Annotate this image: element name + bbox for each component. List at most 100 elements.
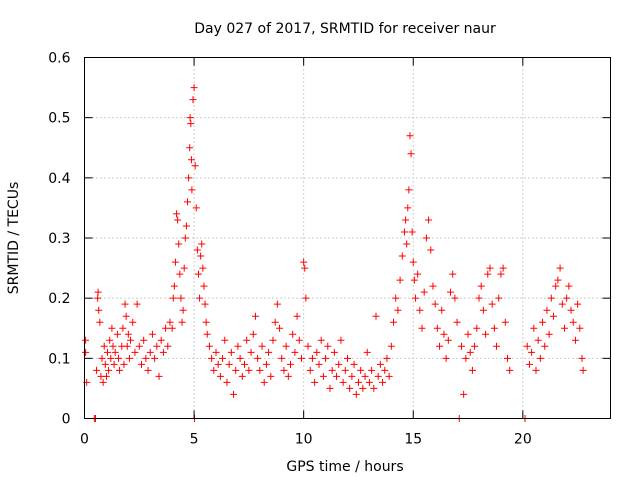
x-tick-label: 5 [190, 432, 199, 448]
data-point [219, 354, 227, 362]
data-point [479, 306, 487, 314]
data-point [438, 306, 446, 314]
data-point [348, 372, 356, 380]
data-point [122, 312, 130, 320]
data-point [116, 366, 124, 374]
data-point [110, 360, 118, 368]
data-point [162, 324, 170, 332]
data-point [301, 264, 309, 272]
data-point [313, 348, 321, 356]
data-point [200, 282, 208, 290]
data-point [315, 360, 323, 368]
data-point [453, 318, 461, 326]
data-point [534, 336, 542, 344]
data-point [304, 342, 312, 350]
data-point [404, 204, 412, 212]
data-point [363, 348, 371, 356]
data-point [550, 312, 558, 320]
data-point [82, 348, 90, 356]
data-point [142, 354, 150, 362]
data-point [234, 342, 242, 350]
data-point [227, 348, 235, 356]
data-point [451, 294, 459, 302]
data-point [306, 366, 314, 374]
data-point [406, 132, 414, 140]
data-point [93, 366, 101, 374]
data-point [236, 354, 244, 362]
data-point [166, 318, 174, 326]
data-point [436, 342, 444, 350]
data-point [464, 330, 472, 338]
data-point [576, 324, 584, 332]
data-point [433, 324, 441, 332]
data-point [410, 276, 418, 284]
data-point [473, 324, 481, 332]
data-point [370, 384, 378, 392]
data-point [440, 330, 448, 338]
data-point [159, 348, 167, 356]
data-point [108, 324, 116, 332]
data-point [468, 366, 476, 374]
data-point [190, 84, 198, 92]
data-point [567, 306, 575, 314]
x-tick-labels: 0 5 10 15 20 [80, 432, 532, 448]
data-point [482, 330, 490, 338]
data-point [144, 366, 152, 374]
data-point [579, 366, 587, 374]
data-point [251, 312, 259, 320]
data-point [94, 294, 102, 302]
data-point [125, 354, 133, 362]
data-point [429, 282, 437, 290]
data-point [106, 336, 114, 344]
data-point [221, 336, 229, 344]
data-point [262, 360, 270, 368]
data-point [186, 114, 194, 122]
data-point [337, 336, 345, 344]
data-point [185, 174, 193, 182]
data-point [284, 372, 292, 380]
data-point [280, 366, 288, 374]
data-point [326, 384, 334, 392]
data-point [170, 282, 178, 290]
data-point [427, 246, 435, 254]
data-point [392, 294, 400, 302]
data-point [187, 156, 195, 164]
data-point [168, 324, 176, 332]
data-point [431, 300, 439, 308]
data-point [254, 354, 262, 362]
data-point [133, 300, 141, 308]
data-point [501, 318, 509, 326]
data-point [131, 348, 139, 356]
data-point [129, 318, 137, 326]
data-point [230, 390, 238, 398]
data-point [124, 330, 132, 338]
data-point [153, 342, 161, 350]
data-point [225, 360, 233, 368]
y-tick-label: 0.4 [48, 171, 70, 187]
y-tick-labels: 0 0.1 0.2 0.3 0.4 0.5 0.6 [48, 51, 70, 428]
y-tick-label: 0.2 [48, 291, 70, 307]
data-point [82, 336, 90, 344]
data-point [265, 348, 273, 356]
data-point [495, 294, 503, 302]
data-point [173, 210, 181, 218]
data-point [245, 366, 253, 374]
data-point [267, 372, 275, 380]
data-point [289, 330, 297, 338]
data-point [408, 228, 416, 236]
data-point [120, 360, 128, 368]
data-point [146, 348, 154, 356]
data-point [258, 342, 266, 350]
y-tick-label: 0 [62, 412, 71, 428]
data-point [102, 372, 110, 380]
data-point [148, 330, 156, 338]
data-point [460, 390, 468, 398]
data-point [578, 354, 586, 362]
data-point [324, 342, 332, 350]
data-point [506, 366, 514, 374]
data-point [99, 378, 107, 386]
data-point [293, 312, 301, 320]
y-tick-label: 0.5 [48, 111, 70, 127]
data-point [96, 318, 104, 326]
data-point [335, 360, 343, 368]
